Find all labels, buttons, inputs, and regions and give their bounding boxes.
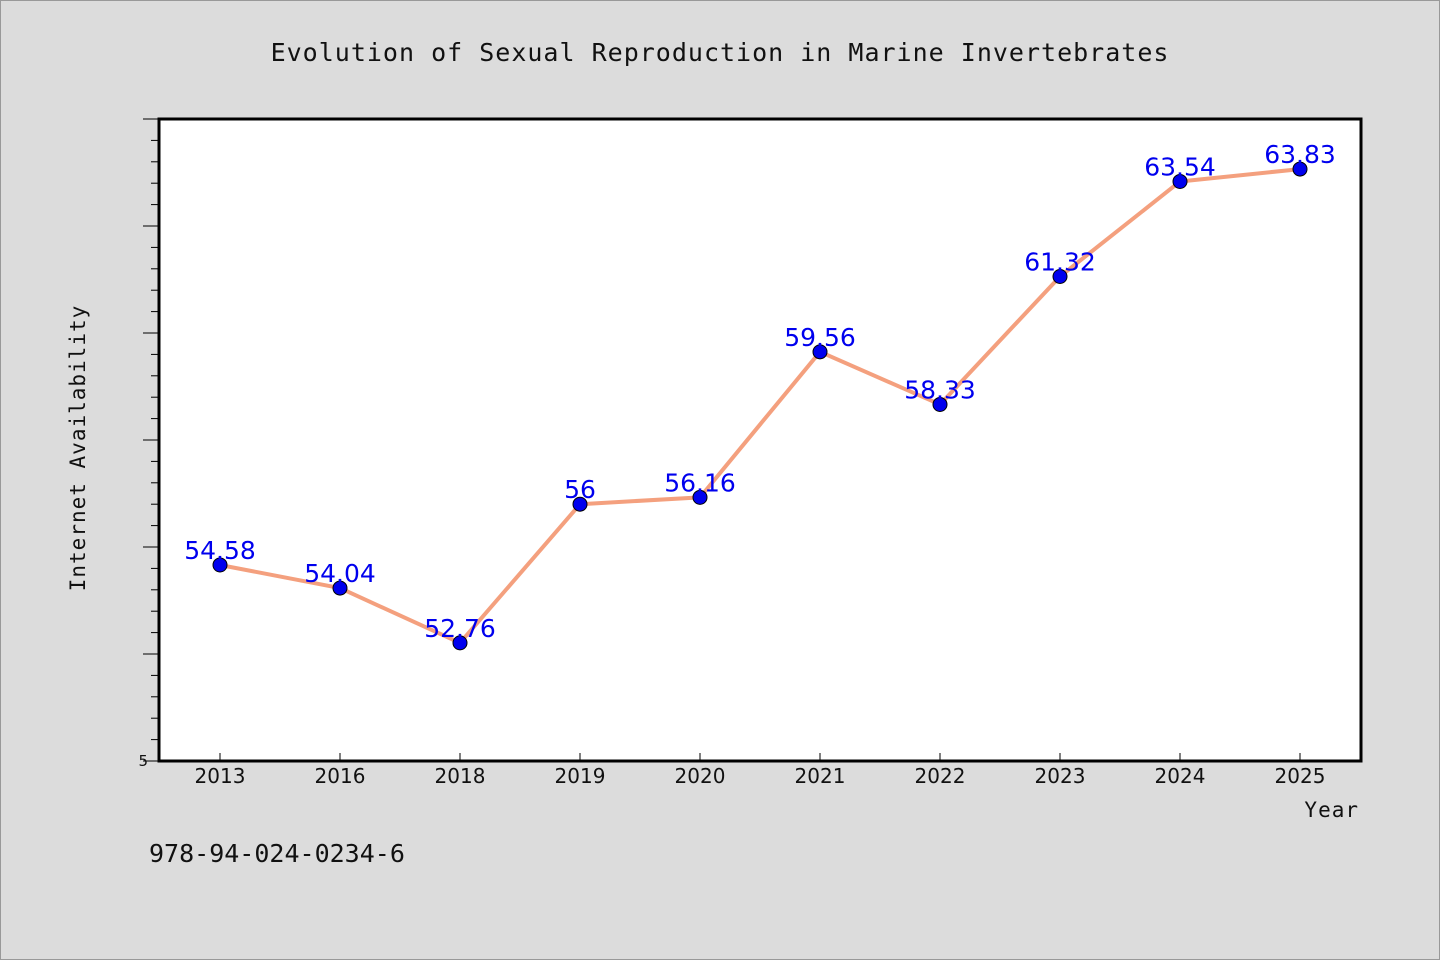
x-tick-label: 2016 [315,764,366,788]
data-point-marker [812,344,828,360]
x-tick-label: 2013 [195,764,246,788]
x-tick-label: 2023 [1035,764,1086,788]
chart-title: Evolution of Sexual Reproduction in Mari… [271,38,1170,67]
x-tick-label: 2019 [555,764,606,788]
data-labels-group: 54.58 54.04 52.76 56 56.16 59.56 58.33 61.32 63.… [184,140,1336,643]
data-label: 61.32 [1024,248,1096,277]
series-line-group [218,167,1302,645]
data-point-marker [932,396,948,412]
data-point-marker [212,557,228,573]
data-label: 59.56 [784,323,856,352]
data-point-marker [1052,269,1068,285]
data-point-marker [692,489,708,505]
data-label: 54.58 [184,536,256,565]
x-tick-label: 2024 [1155,764,1206,788]
plot-area [157,117,1363,763]
data-label: 56.16 [664,468,736,497]
data-label: 54.04 [304,559,376,588]
x-tick-label: 2018 [435,764,486,788]
data-label: 63.83 [1264,140,1336,169]
data-point-marker [1172,173,1188,189]
data-label: 63.54 [1144,152,1216,181]
data-point-marker [1292,161,1308,177]
x-tick-label: 2020 [675,764,726,788]
y-axis-ticks [143,118,159,762]
data-point-marker [572,496,588,512]
data-point-marker [452,635,468,651]
data-label: 52.76 [424,614,496,643]
x-tick-label: 2025 [1275,764,1326,788]
data-label: 58.33 [904,375,976,404]
y-tick-label: 5 [138,752,148,770]
markers-group [212,161,1308,651]
x-axis-label: Year [1304,798,1359,822]
data-label: 56 [564,475,596,504]
isbn-text: 978-94-024-0234-6 [149,839,405,868]
series-line [218,167,1302,645]
y-axis-label: Internet Availability [66,305,90,592]
x-tick-label: 2022 [915,764,966,788]
data-point-marker [332,580,348,596]
x-axis-ticks: 2013 2016 2018 2019 2020 2021 2022 2023 2024 2025 [195,753,1326,788]
x-tick-label: 2021 [795,764,846,788]
